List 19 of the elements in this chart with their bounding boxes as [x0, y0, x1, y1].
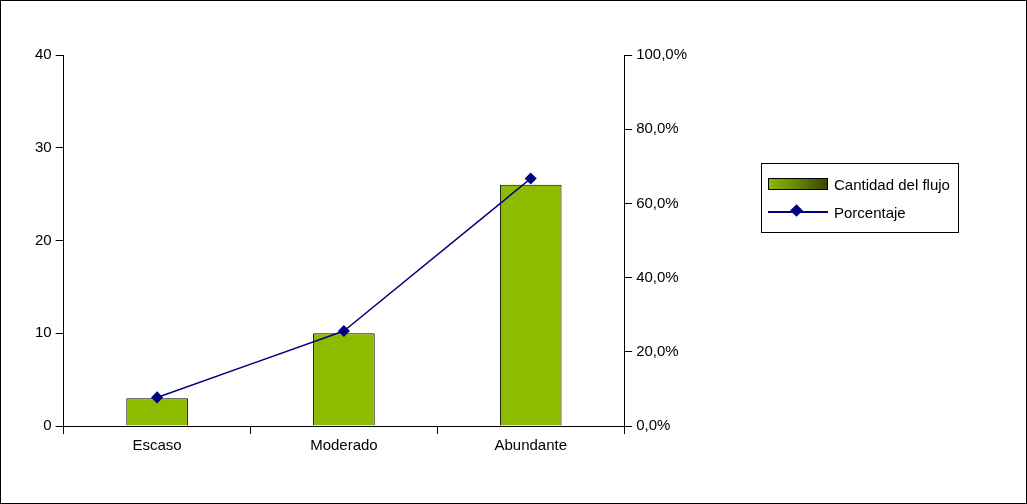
y2-tick-label: 0,0%	[636, 416, 671, 434]
legend-label: Porcentaje	[834, 203, 906, 221]
y2-tick-label: 20,0%	[636, 341, 679, 359]
point	[338, 325, 350, 337]
y-tick-label: 0	[43, 416, 52, 434]
legend-label: Cantidad del flujo	[834, 175, 950, 193]
x-tick-label: Abundante	[494, 436, 568, 454]
x-tick-label: Moderado	[310, 436, 378, 454]
y-tick-label: 10	[35, 323, 52, 341]
y2-tick-label: 40,0%	[636, 267, 679, 285]
y2-tick-label: 60,0%	[636, 193, 679, 211]
y-tick-label: 20	[35, 230, 52, 248]
point	[524, 172, 537, 185]
x-tick-label: Escaso	[132, 436, 182, 454]
point	[151, 391, 163, 404]
y2-tick-label: 80,0%	[636, 119, 679, 137]
y-tick-label: 40	[35, 45, 52, 63]
y-tick-label: 30	[35, 137, 52, 155]
y2-tick-label: 100,0%	[636, 45, 687, 63]
